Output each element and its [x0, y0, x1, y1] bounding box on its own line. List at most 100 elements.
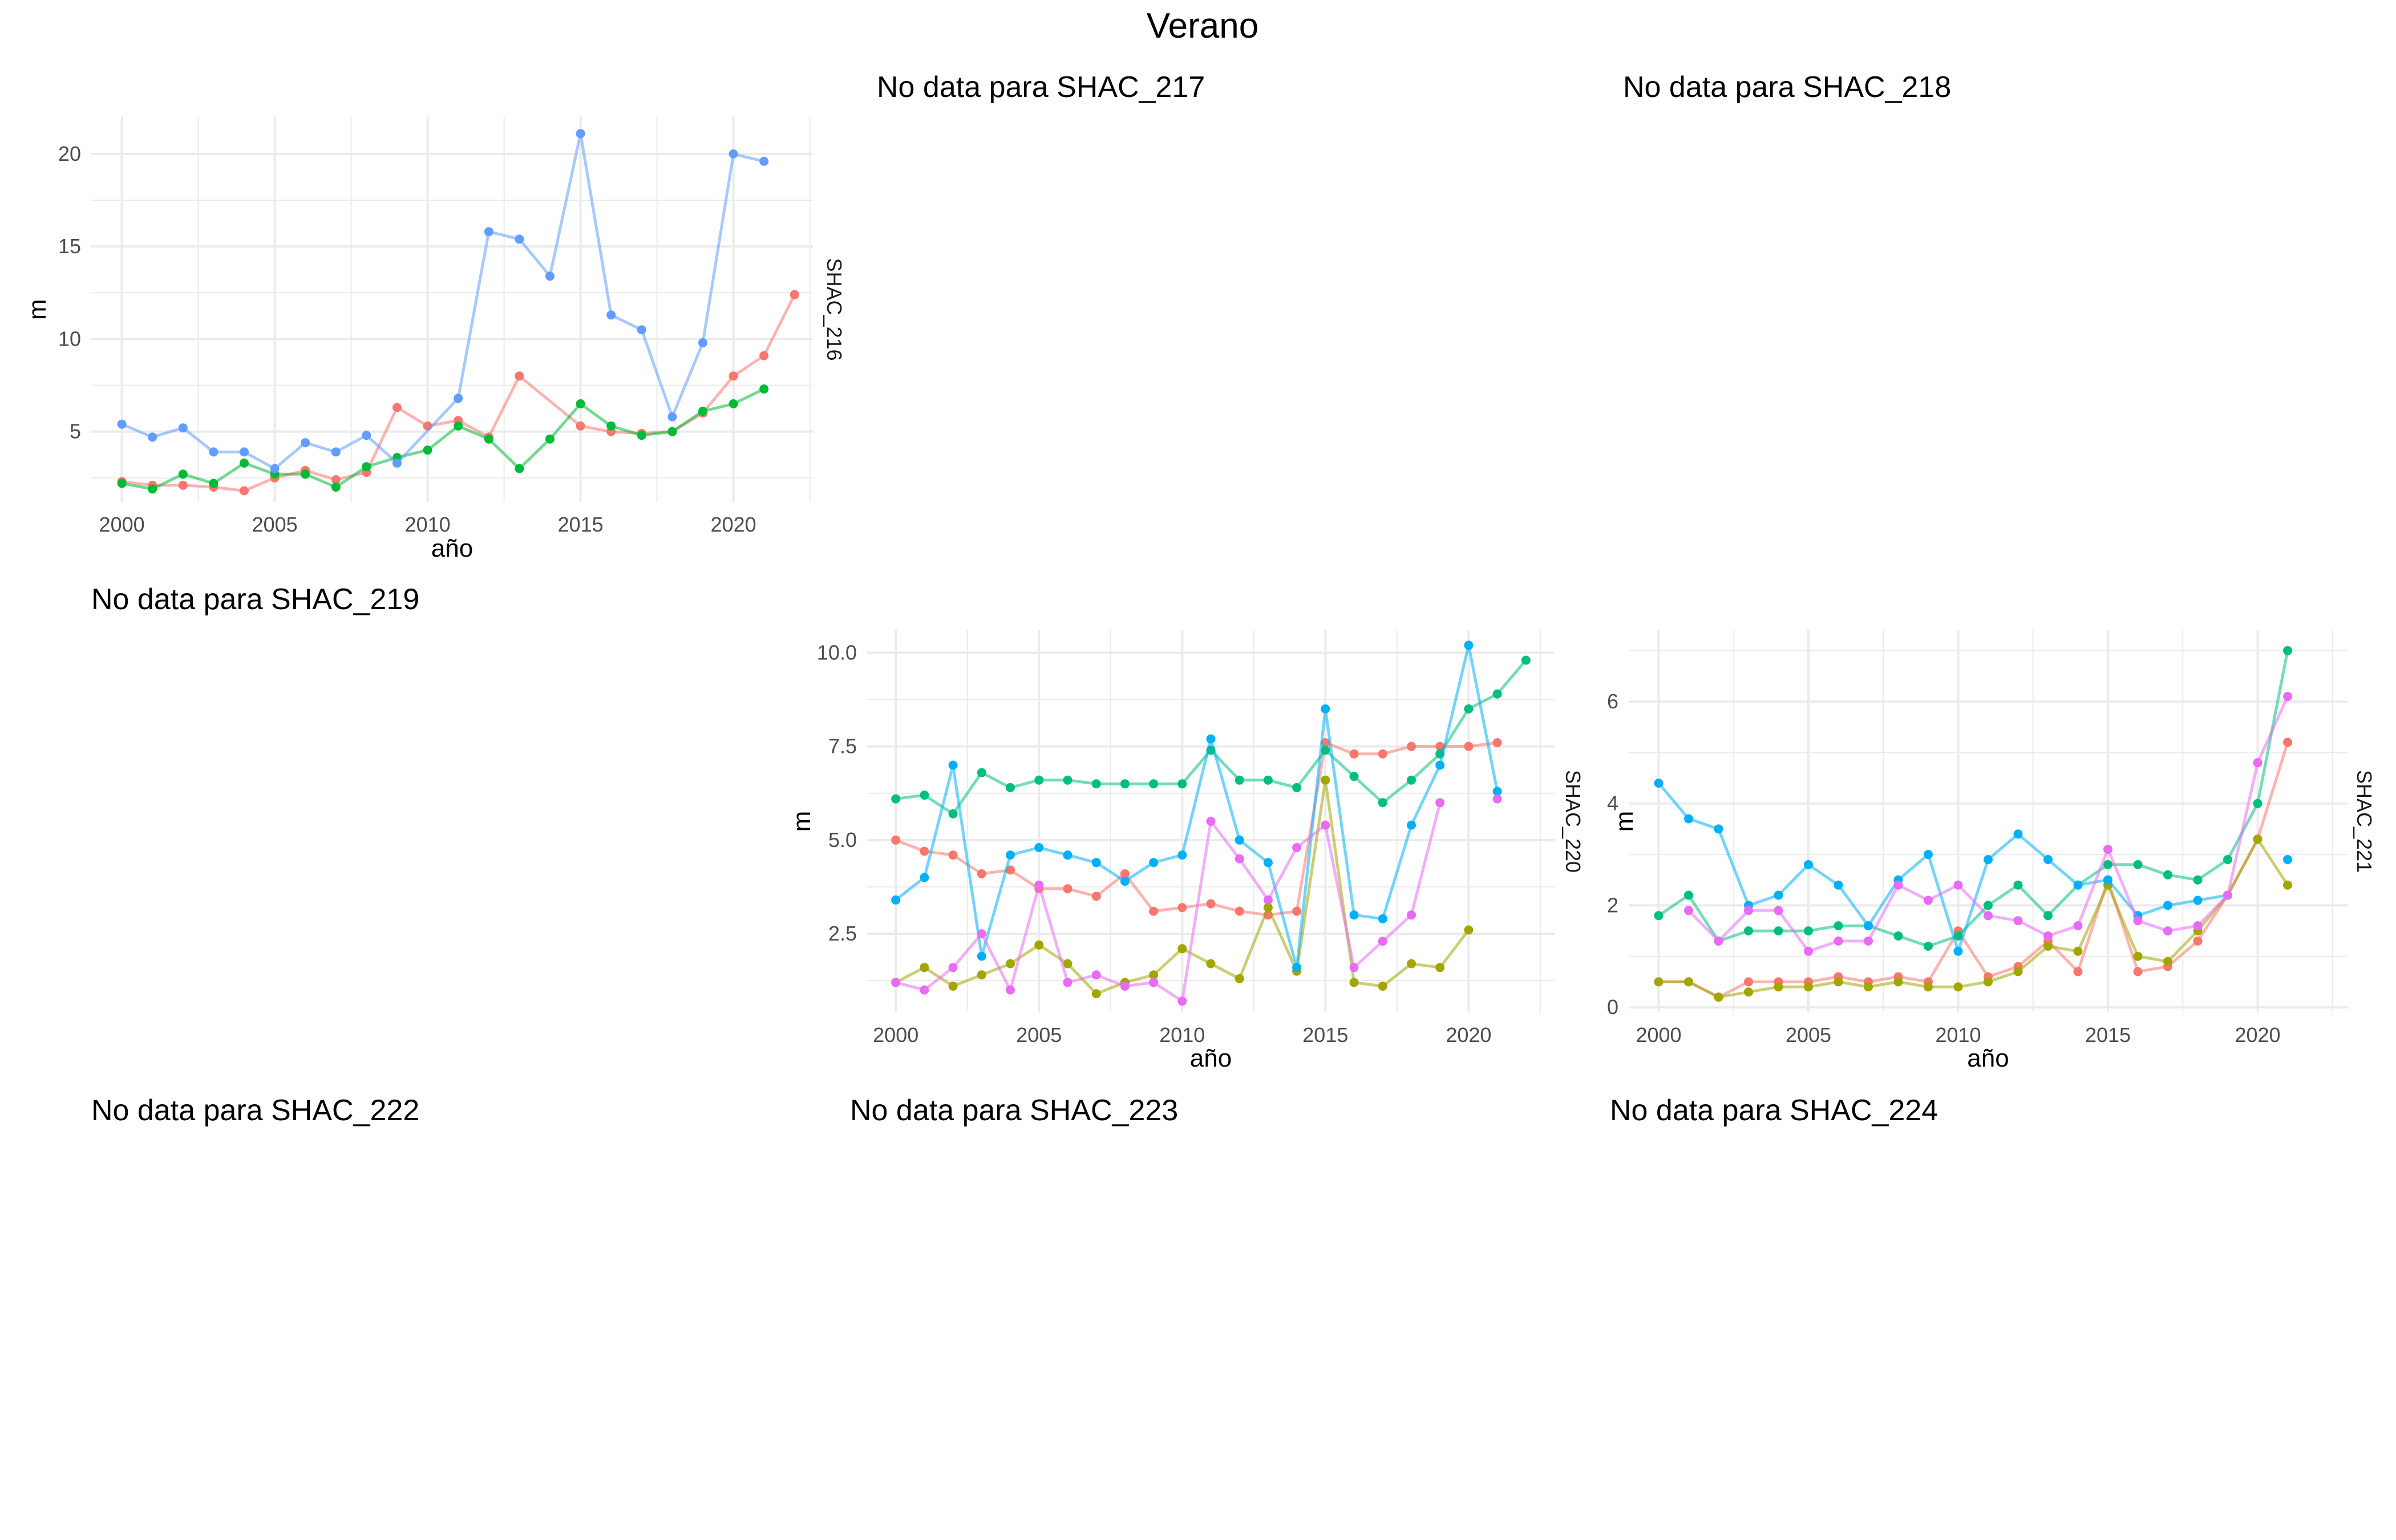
data-point: [2193, 936, 2203, 946]
x-tick-label: 2010: [405, 513, 451, 536]
x-tick-label: 2005: [1016, 1023, 1062, 1047]
data-point: [2103, 845, 2112, 854]
data-point: [1435, 760, 1445, 770]
data-point: [1774, 982, 1783, 992]
data-point: [1834, 936, 1843, 946]
chart-panel-shac-221: 2000 2005 2010 2015 2020 0 2 4 6 año m SHAC_221: [1607, 630, 2376, 1072]
data-point: [1804, 860, 1813, 869]
data-point: [423, 445, 432, 455]
data-point: [2283, 692, 2292, 702]
x-tick-label: 2020: [2235, 1023, 2280, 1047]
data-point: [667, 412, 677, 422]
data-point: [1292, 843, 1302, 852]
series-0: [1654, 737, 2292, 1002]
empty-panel-label-shac-217: No data para SHAC_217: [877, 71, 1205, 104]
facet-strip-label: SHAC_221: [2353, 770, 2376, 873]
x-tick-label: 2020: [711, 513, 756, 536]
data-point: [1407, 910, 1416, 920]
data-point: [2223, 890, 2232, 900]
data-point: [790, 290, 799, 299]
data-point: [2043, 855, 2053, 864]
data-point: [454, 421, 463, 431]
series-4: [2283, 855, 2292, 864]
data-point: [728, 399, 738, 408]
data-point: [2013, 967, 2023, 976]
data-point: [1684, 906, 1693, 915]
x-tick-label: 2000: [1636, 1023, 1681, 1047]
x-axis-title: año: [431, 534, 473, 562]
data-point: [1984, 911, 1993, 921]
data-point: [2283, 855, 2292, 864]
series-line: [895, 643, 1499, 969]
data-point: [977, 951, 986, 961]
data-point: [759, 384, 769, 394]
series-line: [1658, 741, 2289, 999]
data-point: [1120, 779, 1130, 789]
data-point: [1492, 794, 1502, 804]
data-point: [1006, 959, 1015, 968]
data-point: [2253, 799, 2263, 808]
data-point: [1149, 970, 1159, 980]
data-point: [1091, 989, 1101, 999]
data-point: [1834, 977, 1843, 987]
data-point: [2133, 860, 2143, 869]
data-point: [1034, 880, 1044, 890]
data-point: [1235, 854, 1244, 864]
data-point: [2043, 911, 2053, 921]
y-tick-label: 15: [58, 234, 81, 258]
data-point: [1206, 817, 1216, 826]
y-axis-title: m: [23, 299, 51, 320]
data-point: [2193, 921, 2203, 931]
data-point: [1235, 775, 1244, 785]
data-point: [2073, 921, 2083, 931]
data-point: [1774, 890, 1783, 900]
data-point: [948, 982, 958, 991]
data-point: [2133, 916, 2143, 926]
data-point: [1177, 996, 1187, 1006]
data-point: [2223, 855, 2232, 864]
data-point: [1120, 982, 1130, 991]
data-point: [2283, 880, 2292, 890]
empty-panel-label-shac-222: No data para SHAC_222: [91, 1094, 419, 1127]
data-point: [1321, 820, 1330, 830]
data-point: [392, 403, 402, 412]
data-point: [1744, 987, 1753, 997]
data-point: [1120, 877, 1130, 886]
data-point: [759, 156, 769, 166]
data-point: [331, 475, 341, 485]
data-point: [209, 479, 218, 488]
x-tick-label: 2015: [1302, 1023, 1348, 1047]
data-point: [1407, 741, 1416, 751]
data-point: [2103, 860, 2112, 869]
data-point: [759, 351, 769, 360]
data-point: [1654, 911, 1664, 921]
y-tick-label: 6: [1607, 690, 1618, 713]
data-point: [2043, 941, 2053, 951]
x-tick-label: 2010: [1935, 1023, 1981, 1047]
y-axis-title: m: [788, 811, 816, 832]
data-point: [545, 434, 555, 444]
data-point: [484, 227, 493, 237]
data-point: [1378, 798, 1387, 808]
y-tick-label: 2: [1607, 893, 1618, 917]
data-point: [606, 421, 616, 431]
x-tick-label: 2000: [873, 1023, 918, 1047]
series-2: [117, 129, 769, 473]
data-point: [515, 371, 524, 381]
data-point: [1378, 937, 1387, 946]
data-point: [1177, 903, 1187, 913]
data-point: [948, 850, 958, 860]
data-point: [1177, 779, 1187, 789]
data-point: [1684, 977, 1693, 987]
data-point: [1407, 775, 1416, 785]
data-point: [698, 338, 707, 347]
series-5: [1492, 794, 1502, 804]
data-point: [1292, 963, 1302, 972]
data-point: [1263, 858, 1273, 868]
x-tick-label: 2005: [1786, 1023, 1831, 1047]
data-point: [545, 271, 555, 281]
data-point: [1292, 906, 1302, 916]
data-point: [1435, 798, 1445, 808]
data-point: [1774, 926, 1783, 936]
data-point: [392, 458, 402, 468]
